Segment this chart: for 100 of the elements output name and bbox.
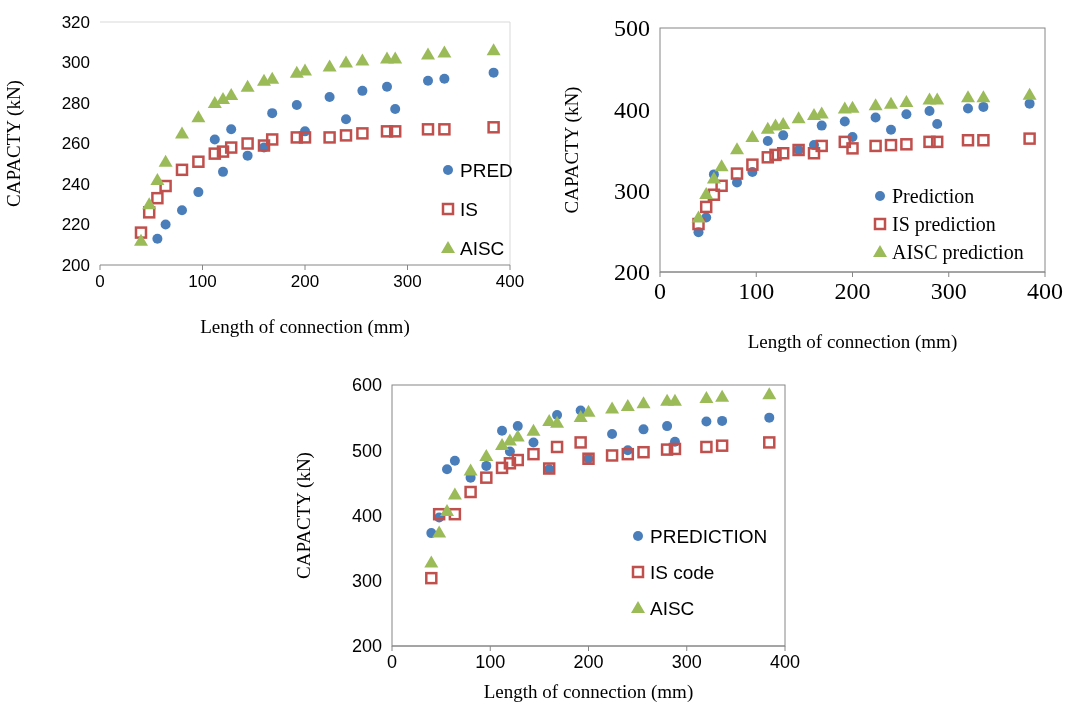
point [764,412,775,423]
point [424,555,439,568]
legend-label: PREDICTION [650,525,768,547]
point [510,429,525,442]
legend-label: IS [460,198,478,220]
point [930,135,944,149]
point [437,45,452,58]
point [869,139,882,153]
x-tick-label: 100 [188,271,217,291]
point [298,63,312,76]
point [495,438,510,451]
point [159,179,172,193]
point [209,134,220,145]
point [636,396,651,409]
point [961,133,975,147]
point [930,92,945,105]
point [323,131,336,144]
point [322,59,337,72]
point [495,461,509,475]
x-tick-label: 100 [738,278,775,305]
y-tick-label: 400 [351,505,382,526]
x-tick-label: 300 [393,271,422,291]
y-tick-label: 300 [61,53,90,73]
point [150,172,165,185]
x-axis-title: Length of connection (mm) [200,316,410,338]
point [175,126,189,139]
y-tick-label: 280 [61,93,90,113]
point [886,124,896,135]
point [487,121,500,134]
point [439,73,450,84]
point [449,455,460,466]
point [447,487,462,500]
point [691,210,706,223]
point [923,135,936,149]
point [667,393,682,406]
point [382,81,392,92]
point [151,191,164,205]
point [497,425,508,436]
point [605,449,619,462]
point [574,436,587,449]
point [791,111,806,124]
legend-label: PRED [460,159,513,181]
point [717,415,728,426]
point [421,123,435,136]
point [432,507,446,521]
point [142,206,156,219]
legend-label: AISC [460,237,505,259]
point [356,127,369,140]
x-axis-title: Length of connection (mm) [747,331,958,353]
x-tick-label: 200 [290,271,320,291]
point [134,233,148,246]
point [442,464,453,475]
point [152,233,163,244]
x-tick-label: 200 [834,278,871,305]
point [761,151,775,164]
point [158,154,173,167]
point [730,167,744,180]
point [692,217,705,231]
point [605,401,620,414]
legend-label: AISC [650,597,695,619]
point [699,186,714,199]
point [884,96,898,109]
point [715,439,729,452]
point [550,415,565,428]
point [776,147,790,160]
point [868,98,883,111]
point [192,155,205,168]
point [463,463,478,476]
x-axis-title: Length of connection (mm) [483,681,694,703]
y-tick-label: 200 [351,636,382,657]
x-tick-label: 300 [930,278,967,305]
point [700,440,713,454]
point [177,205,187,216]
point [778,130,789,141]
point [746,158,759,171]
y-tick-label: 500 [614,15,650,42]
point [511,453,525,467]
point [838,135,852,149]
point [607,428,618,439]
point [191,110,206,123]
legend-label: AISC prediction [892,241,1024,264]
point [699,200,713,214]
point [438,123,451,136]
point [240,79,255,92]
y-axis-title: CAPACTY (kN) [293,452,315,579]
point [924,105,935,116]
point [769,148,782,162]
point [479,449,494,462]
point [339,55,353,68]
y-tick-label: 260 [61,134,90,154]
point [290,131,304,144]
point [242,150,253,161]
y-axis-title: CAPACTY (kN) [3,80,25,207]
point [1023,132,1036,145]
point [208,147,222,160]
point [550,440,564,454]
point [900,138,913,151]
point [581,404,596,417]
point [527,447,540,461]
point [977,133,990,147]
